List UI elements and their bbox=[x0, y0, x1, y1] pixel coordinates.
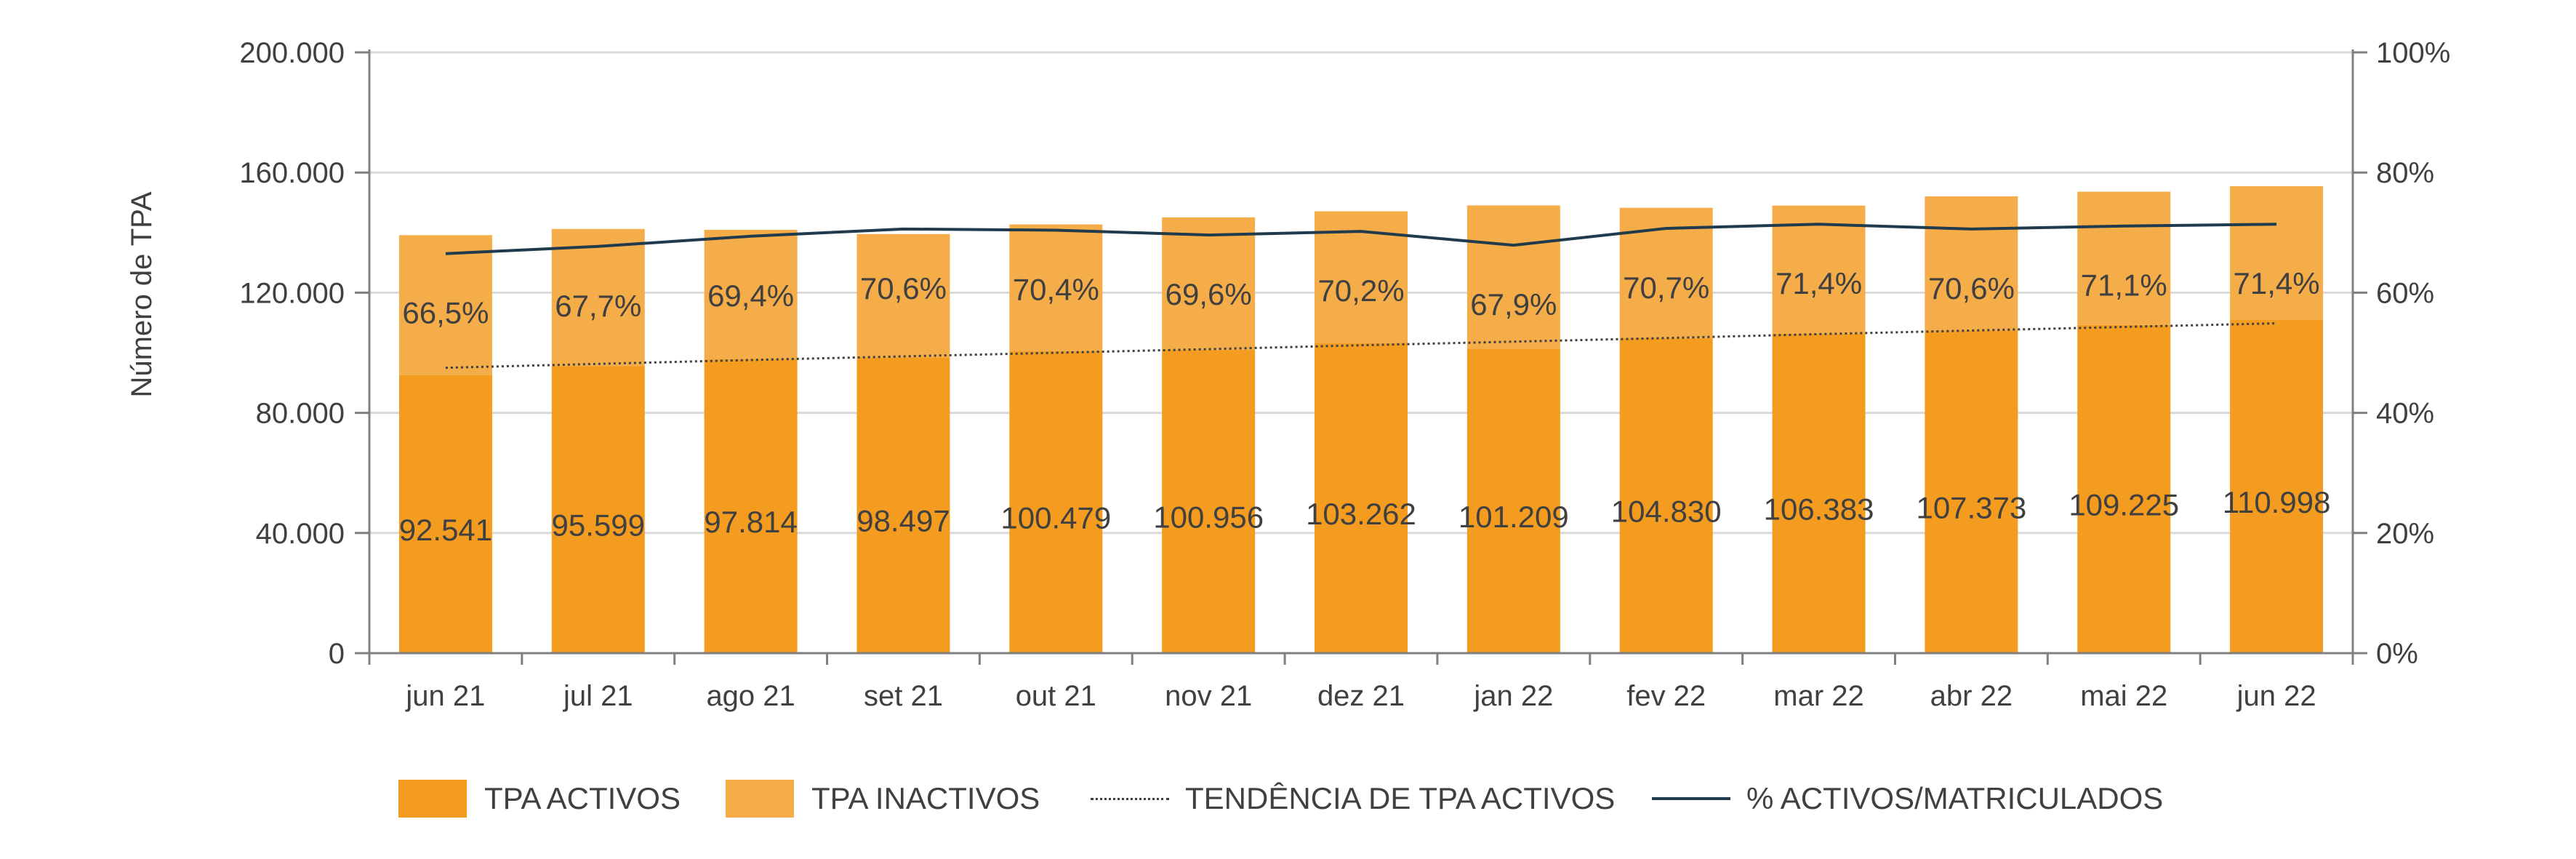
bar-tpa-activos bbox=[551, 366, 645, 653]
pct-data-label: 70,4% bbox=[1013, 272, 1099, 306]
legend-label-tpa-activos: TPA ACTIVOS bbox=[484, 781, 681, 815]
y-tick-label: 0 bbox=[329, 638, 345, 670]
x-tick-label: jun 21 bbox=[405, 680, 485, 712]
activos-data-label: 104.830 bbox=[1611, 495, 1722, 529]
bar-tpa-inactivos bbox=[704, 229, 798, 360]
x-tick-label: jan 22 bbox=[1473, 680, 1553, 712]
legend-item-pct-activos: % ACTIVOS/MATRICULADOS bbox=[1652, 777, 2163, 820]
activos-data-label: 100.956 bbox=[1153, 500, 1264, 535]
bar-tpa-inactivos bbox=[1925, 196, 2018, 331]
pct-data-label: 69,4% bbox=[707, 279, 794, 313]
y-tick-label: 120.000 bbox=[239, 277, 345, 309]
y-axis-title: Número de TPA bbox=[126, 191, 158, 397]
y2-tick-label: 80% bbox=[2376, 157, 2434, 189]
activos-data-label: 101.209 bbox=[1458, 500, 1569, 534]
activos-data-label: 92.541 bbox=[399, 513, 492, 547]
x-tick-label: jun 22 bbox=[2236, 680, 2316, 712]
bar-tpa-inactivos bbox=[551, 228, 645, 367]
x-tick-label: nov 21 bbox=[1165, 680, 1252, 712]
pct-data-label: 71,4% bbox=[2234, 266, 2320, 300]
legend: TPA ACTIVOS TPA INACTIVOS TENDÊNCIA DE T… bbox=[0, 777, 2576, 820]
x-tick-label: out 21 bbox=[1016, 680, 1096, 712]
legend-item-tpa-activos: TPA ACTIVOS bbox=[398, 777, 681, 820]
bar-tpa-inactivos bbox=[856, 233, 950, 358]
y-tick-label: 200.000 bbox=[239, 37, 345, 69]
y2-tick-label: 100% bbox=[2376, 37, 2450, 69]
bar-tpa-activos bbox=[2077, 324, 2171, 653]
x-tick-label: fev 22 bbox=[1626, 680, 1706, 712]
y2-tick-label: 20% bbox=[2376, 518, 2434, 550]
activos-data-label: 107.373 bbox=[1916, 490, 2026, 524]
pct-data-label: 69,6% bbox=[1165, 277, 1252, 311]
legend-swatch-tendencia bbox=[1091, 797, 1169, 800]
x-tick-label: abr 22 bbox=[1930, 680, 2013, 712]
bar-tpa-activos bbox=[1315, 343, 1408, 653]
legend-label-tpa-inactivos: TPA INACTIVOS bbox=[811, 781, 1040, 815]
pct-data-label: 70,6% bbox=[1928, 271, 2015, 305]
activos-data-label: 110.998 bbox=[2223, 485, 2331, 519]
x-tick-label: set 21 bbox=[864, 680, 943, 712]
bar-tpa-activos bbox=[398, 375, 492, 653]
activos-data-label: 106.383 bbox=[1764, 492, 1874, 526]
pct-activos-line bbox=[445, 223, 2277, 255]
bar-tpa-activos bbox=[1772, 333, 1866, 653]
y-tick-label: 80.000 bbox=[256, 398, 345, 430]
legend-item-tpa-inactivos: TPA INACTIVOS bbox=[726, 777, 1040, 820]
bar-tpa-activos bbox=[856, 357, 950, 653]
activos-data-label: 97.814 bbox=[704, 505, 797, 539]
y2-tick-label: 60% bbox=[2376, 277, 2434, 309]
activos-data-label: 98.497 bbox=[856, 504, 950, 538]
legend-swatch-pct-activos bbox=[1652, 797, 1730, 800]
bar-tpa-activos bbox=[1162, 350, 1256, 653]
pct-data-label: 70,7% bbox=[1623, 271, 1709, 305]
bar-tpa-activos bbox=[704, 359, 798, 653]
bar-tpa-activos bbox=[1619, 338, 1713, 653]
y-tick-label: 160.000 bbox=[239, 157, 345, 189]
x-tick-label: dez 21 bbox=[1317, 680, 1405, 712]
bar-tpa-inactivos bbox=[2230, 185, 2324, 320]
x-tick-label: ago 21 bbox=[706, 680, 795, 712]
pct-data-label: 71,4% bbox=[1775, 266, 1862, 300]
y-tick-label: 40.000 bbox=[256, 518, 345, 550]
legend-swatch-tpa-activos bbox=[398, 780, 467, 818]
pct-data-label: 71,1% bbox=[2081, 268, 2167, 303]
bar-tpa-activos bbox=[1925, 330, 2018, 653]
legend-swatch-tpa-inactivos bbox=[726, 780, 794, 818]
bar-tpa-inactivos bbox=[1162, 217, 1256, 351]
legend-label-pct-activos: % ACTIVOS/MATRICULADOS bbox=[1746, 781, 2164, 815]
y2-tick-label: 0% bbox=[2376, 638, 2418, 670]
y2-tick-label: 40% bbox=[2376, 398, 2434, 430]
bar-tpa-inactivos bbox=[2077, 191, 2171, 325]
pct-data-label: 70,2% bbox=[1317, 273, 1404, 308]
x-tick-label: mar 22 bbox=[1773, 680, 1864, 712]
x-tick-label: jul 21 bbox=[563, 680, 633, 712]
legend-item-tendencia: TENDÊNCIA DE TPA ACTIVOS bbox=[1091, 777, 1615, 820]
bar-tpa-activos bbox=[2230, 319, 2324, 653]
legend-label-tendencia: TENDÊNCIA DE TPA ACTIVOS bbox=[1185, 781, 1616, 815]
pct-data-label: 67,9% bbox=[1470, 287, 1557, 321]
x-tick-label: mai 22 bbox=[2080, 680, 2167, 712]
pct-data-label: 70,6% bbox=[860, 271, 947, 305]
pct-data-label: 67,7% bbox=[555, 289, 641, 323]
bar-tpa-inactivos bbox=[398, 235, 492, 375]
pct-data-label: 66,5% bbox=[402, 296, 489, 330]
activos-data-label: 103.262 bbox=[1306, 497, 1416, 531]
activos-data-label: 100.479 bbox=[1000, 501, 1111, 535]
bar-tpa-activos bbox=[1466, 349, 1560, 653]
bar-tpa-inactivos bbox=[1772, 205, 1866, 334]
bar-tpa-inactivos bbox=[1466, 205, 1560, 350]
bar-tpa-inactivos bbox=[1009, 224, 1103, 352]
bar-tpa-activos bbox=[1009, 351, 1103, 653]
activos-data-label: 95.599 bbox=[552, 508, 645, 543]
activos-data-label: 109.225 bbox=[2069, 487, 2179, 522]
